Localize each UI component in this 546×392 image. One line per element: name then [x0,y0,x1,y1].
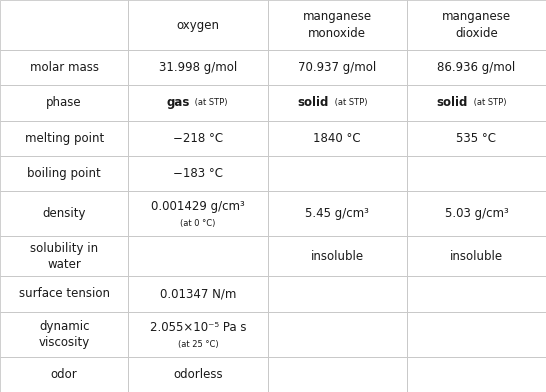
Bar [128,120,268,156]
Text: (at 25 °C): (at 25 °C) [177,339,218,348]
Bar [268,191,407,236]
Text: 5.03 g/cm³: 5.03 g/cm³ [444,207,508,220]
Bar [0,120,128,156]
Text: 31.998 g/mol: 31.998 g/mol [159,61,237,74]
Bar [407,156,546,191]
Text: 86.936 g/mol: 86.936 g/mol [437,61,515,74]
Bar [268,50,407,85]
Text: solid: solid [298,96,329,109]
Bar [128,85,268,120]
Bar [128,357,268,392]
Bar [407,120,546,156]
Bar [128,312,268,357]
Bar [407,312,546,357]
Text: phase: phase [46,96,82,109]
Bar [0,0,128,50]
Text: 1840 °C: 1840 °C [313,132,361,145]
Text: insoluble: insoluble [311,250,364,263]
Bar [268,312,407,357]
Text: 0.01347 N/m: 0.01347 N/m [160,287,236,300]
Bar [268,357,407,392]
Bar [128,156,268,191]
Text: manganese
monoxide: manganese monoxide [302,10,372,40]
Bar [407,85,546,120]
Bar [128,236,268,276]
Text: 2.055×10⁻⁵ Pa s: 2.055×10⁻⁵ Pa s [150,321,246,334]
Text: (at STP): (at STP) [471,98,507,107]
Text: 0.001429 g/cm³: 0.001429 g/cm³ [151,200,245,213]
Text: melting point: melting point [25,132,104,145]
Text: −218 °C: −218 °C [173,132,223,145]
Text: (at STP): (at STP) [192,98,228,107]
Bar [0,312,128,357]
Text: molar mass: molar mass [29,61,99,74]
Bar [128,191,268,236]
Text: 70.937 g/mol: 70.937 g/mol [298,61,376,74]
Text: density: density [43,207,86,220]
Text: 535 °C: 535 °C [456,132,496,145]
Bar [407,50,546,85]
Bar [407,276,546,312]
Bar [268,120,407,156]
Bar [0,276,128,312]
Bar [0,357,128,392]
Text: solid: solid [437,96,468,109]
Bar [268,276,407,312]
Bar [407,191,546,236]
Text: gas: gas [167,96,190,109]
Bar [0,85,128,120]
Bar [268,156,407,191]
Bar [407,357,546,392]
Bar [0,236,128,276]
Bar [128,276,268,312]
Text: odor: odor [51,368,78,381]
Text: (at 0 °C): (at 0 °C) [180,219,216,228]
Text: solubility in
water: solubility in water [30,242,98,271]
Text: (at STP): (at STP) [331,98,367,107]
Bar [0,191,128,236]
Text: surface tension: surface tension [19,287,110,300]
Bar [268,85,407,120]
Bar [407,236,546,276]
Bar [128,0,268,50]
Text: odorless: odorless [173,368,223,381]
Text: −183 °C: −183 °C [173,167,223,180]
Bar [407,0,546,50]
Text: manganese
dioxide: manganese dioxide [442,10,511,40]
Text: boiling point: boiling point [27,167,101,180]
Bar [0,50,128,85]
Bar [268,236,407,276]
Text: dynamic
viscosity: dynamic viscosity [39,319,90,348]
Bar [0,156,128,191]
Text: insoluble: insoluble [450,250,503,263]
Bar [268,0,407,50]
Text: 5.45 g/cm³: 5.45 g/cm³ [305,207,369,220]
Text: oxygen: oxygen [176,18,219,31]
Bar [128,50,268,85]
